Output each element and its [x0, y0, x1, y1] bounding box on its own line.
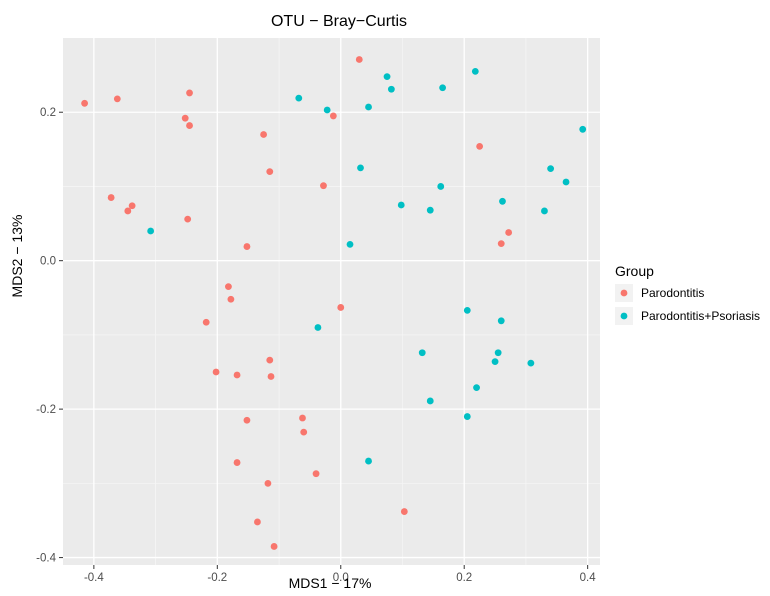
plot-panel — [63, 38, 600, 565]
point-series-0 — [202, 318, 210, 326]
point-series-1 — [471, 68, 479, 75]
legend-label: Parodontitis — [641, 286, 704, 300]
point-series-1 — [494, 349, 502, 357]
point-series-0 — [113, 95, 121, 103]
point-series-0 — [264, 479, 272, 487]
point-series-1 — [365, 103, 372, 111]
point-series-1 — [365, 457, 372, 465]
x-tick-label: -0.4 — [84, 572, 104, 584]
point-series-0 — [128, 202, 136, 210]
point-series-0 — [186, 89, 193, 97]
x-axis-title: MDS1 − 17% — [289, 575, 372, 591]
chart-title: OTU − Bray−Curtis — [271, 13, 407, 30]
point-series-0 — [299, 414, 306, 422]
grid-major — [63, 38, 600, 565]
legend-title: Group — [615, 263, 654, 279]
point-series-1 — [346, 240, 354, 248]
legend-marker — [620, 312, 628, 320]
grid-minor — [63, 38, 600, 565]
point-series-0 — [300, 428, 308, 436]
point-series-0 — [266, 168, 274, 176]
point-series-1 — [499, 197, 506, 205]
legend-label: Parodontitis+Psoriasis — [641, 309, 760, 323]
point-series-1 — [437, 183, 445, 190]
point-series-1 — [562, 178, 570, 186]
point-series-1 — [357, 164, 364, 172]
point-series-1 — [383, 73, 391, 80]
y-tick-label: 0.0 — [40, 256, 56, 268]
legend: Group Parodontitis Parodontitis+Psoriasis — [615, 263, 760, 325]
point-series-1 — [426, 206, 434, 214]
point-series-0 — [497, 240, 505, 248]
point-series-0 — [227, 295, 235, 303]
legend-marker — [620, 289, 628, 297]
point-series-0 — [107, 194, 115, 201]
point-series-1 — [463, 307, 471, 314]
point-series-1 — [579, 125, 587, 133]
y-axis: -0.4 -0.2 0.0 0.2 — [36, 107, 63, 565]
point-series-0 — [233, 371, 241, 379]
y-tick-label: -0.4 — [36, 553, 56, 565]
point-series-1 — [418, 349, 426, 357]
point-series-0 — [329, 112, 337, 120]
point-series-0 — [81, 99, 89, 107]
point-series-0 — [233, 459, 241, 466]
y-tick-label: -0.2 — [36, 404, 56, 416]
point-series-1 — [491, 358, 499, 366]
point-series-1 — [397, 201, 405, 209]
point-series-1 — [497, 317, 505, 325]
point-series-0 — [355, 56, 363, 63]
point-series-0 — [124, 207, 132, 215]
point-series-1 — [473, 384, 480, 392]
point-series-0 — [212, 368, 220, 376]
point-series-1 — [426, 397, 434, 405]
point-series-0 — [184, 215, 192, 223]
point-series-0 — [260, 131, 268, 138]
x-tick-label: 0.0 — [333, 572, 349, 584]
point-series-0 — [267, 373, 275, 380]
x-axis: -0.4 -0.2 0.0 0.2 0.4 — [84, 565, 596, 584]
point-series-0 — [505, 229, 513, 236]
point-series-1 — [547, 165, 555, 173]
point-series-1 — [439, 84, 447, 92]
point-series-0 — [337, 304, 345, 311]
point-series-0 — [254, 518, 261, 526]
point-series-0 — [270, 543, 278, 550]
point-series-1 — [323, 106, 331, 114]
point-series-1 — [147, 227, 155, 235]
data-points — [81, 56, 587, 550]
point-series-0 — [320, 182, 327, 190]
x-tick-label: -0.2 — [207, 572, 227, 584]
point-series-0 — [243, 416, 251, 424]
x-tick-label: 0.4 — [580, 572, 597, 584]
point-series-0 — [312, 470, 320, 478]
point-series-0 — [225, 283, 232, 291]
point-series-0 — [186, 122, 193, 129]
y-tick-label: 0.2 — [40, 107, 56, 119]
point-series-1 — [387, 85, 395, 93]
point-series-1 — [463, 413, 471, 420]
point-series-0 — [266, 356, 274, 364]
point-series-0 — [400, 508, 408, 515]
point-series-0 — [243, 243, 251, 250]
point-series-1 — [295, 94, 303, 102]
y-axis-title: MDS2 − 13% — [9, 215, 25, 298]
x-tick-label: 0.2 — [456, 572, 472, 584]
point-series-0 — [181, 114, 189, 122]
point-series-1 — [314, 324, 322, 331]
point-series-1 — [527, 359, 535, 367]
point-series-1 — [541, 207, 548, 215]
point-series-0 — [476, 142, 484, 150]
